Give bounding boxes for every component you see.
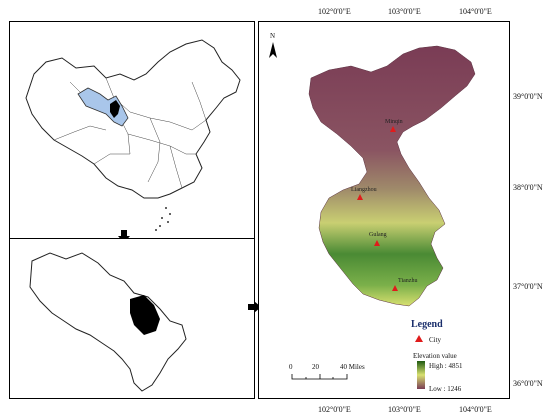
right-axis-label: 36°0'0"N <box>513 379 543 388</box>
south-china-sea-islands <box>155 207 171 231</box>
city-marker: Liangzhou <box>351 187 377 200</box>
province-outline <box>29 252 187 392</box>
right-axis-label: 39°0'0"N <box>513 92 543 101</box>
legend-high-label: High : 4851 <box>429 362 463 370</box>
study-area-elevation <box>308 45 476 307</box>
scale-tick: 0 <box>289 363 293 371</box>
city-marker: Tianzhu <box>392 278 417 291</box>
top-longitude-axis: 102°0'0"E 103°0'0"E 104°0'0"E <box>318 7 492 16</box>
scale-bar: 0 20 40 Miles <box>289 363 365 380</box>
right-axis-label: 37°0'0"N <box>513 282 543 291</box>
city-legend-icon <box>415 335 423 342</box>
city-label: Tianzhu <box>398 278 417 284</box>
bottom-axis-label: 102°0'0"E <box>318 405 351 414</box>
right-latitude-axis: 39°0'0"N 38°0'0"N 37°0'0"N 36°0'0"N <box>513 92 543 388</box>
bottom-longitude-axis: 102°0'0"E 103°0'0"E 104°0'0"E <box>318 405 492 414</box>
arrow-right-icon <box>248 301 261 313</box>
scale-tick: 20 <box>312 363 320 371</box>
elevation-color-ramp <box>417 361 425 389</box>
city-label: Liangzhou <box>351 187 377 193</box>
china-overview-map <box>9 21 255 239</box>
legend-elevation-label: Elevation value <box>413 352 457 360</box>
wuwei-highlight <box>110 100 120 118</box>
scale-tick: 40 Miles <box>340 363 365 371</box>
north-arrow-icon: N <box>269 32 277 58</box>
study-area-map: N Minqin Liangzhou Gulang Tianzhu Legend… <box>258 21 510 399</box>
legend-title: Legend <box>411 319 443 330</box>
city-marker: Gulang <box>369 232 387 246</box>
bottom-axis-label: 104°0'0"E <box>459 405 492 414</box>
top-axis-label: 104°0'0"E <box>459 7 492 16</box>
top-axis-label: 102°0'0"E <box>318 7 351 16</box>
north-label: N <box>270 32 275 40</box>
bottom-axis-label: 103°0'0"E <box>388 405 421 414</box>
china-outline <box>25 39 241 199</box>
province-map <box>9 238 255 399</box>
top-axis-label: 103°0'0"E <box>388 7 421 16</box>
legend-city-label: City <box>429 336 442 344</box>
wuwei-region-highlight <box>130 295 160 335</box>
city-label: Minqin <box>385 119 403 125</box>
legend: Legend City Elevation value High : 4851 … <box>411 319 463 393</box>
city-label: Gulang <box>369 232 387 238</box>
city-marker: Minqin <box>385 119 403 132</box>
right-axis-label: 38°0'0"N <box>513 183 543 192</box>
legend-low-label: Low : 1246 <box>429 385 462 393</box>
